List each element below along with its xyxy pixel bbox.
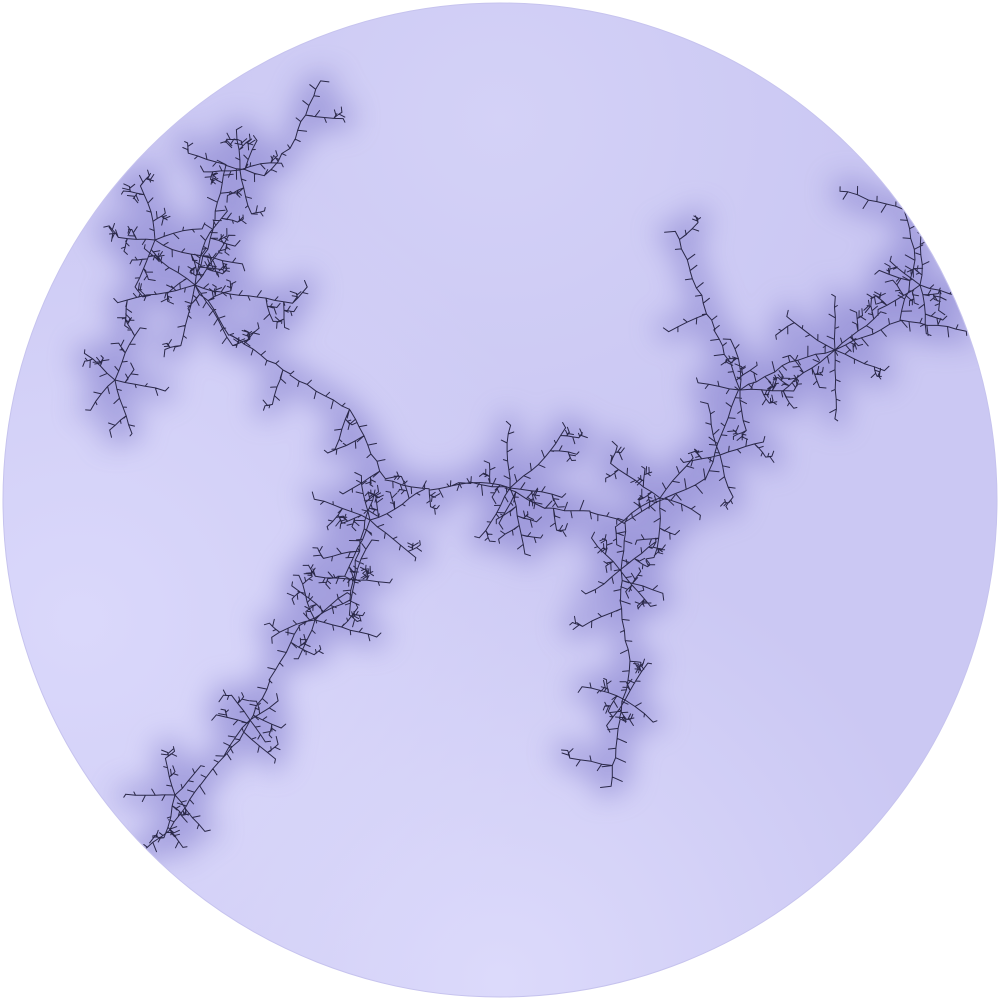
- filament-path: [82, 80, 975, 862]
- fractal-filaments: [82, 80, 975, 862]
